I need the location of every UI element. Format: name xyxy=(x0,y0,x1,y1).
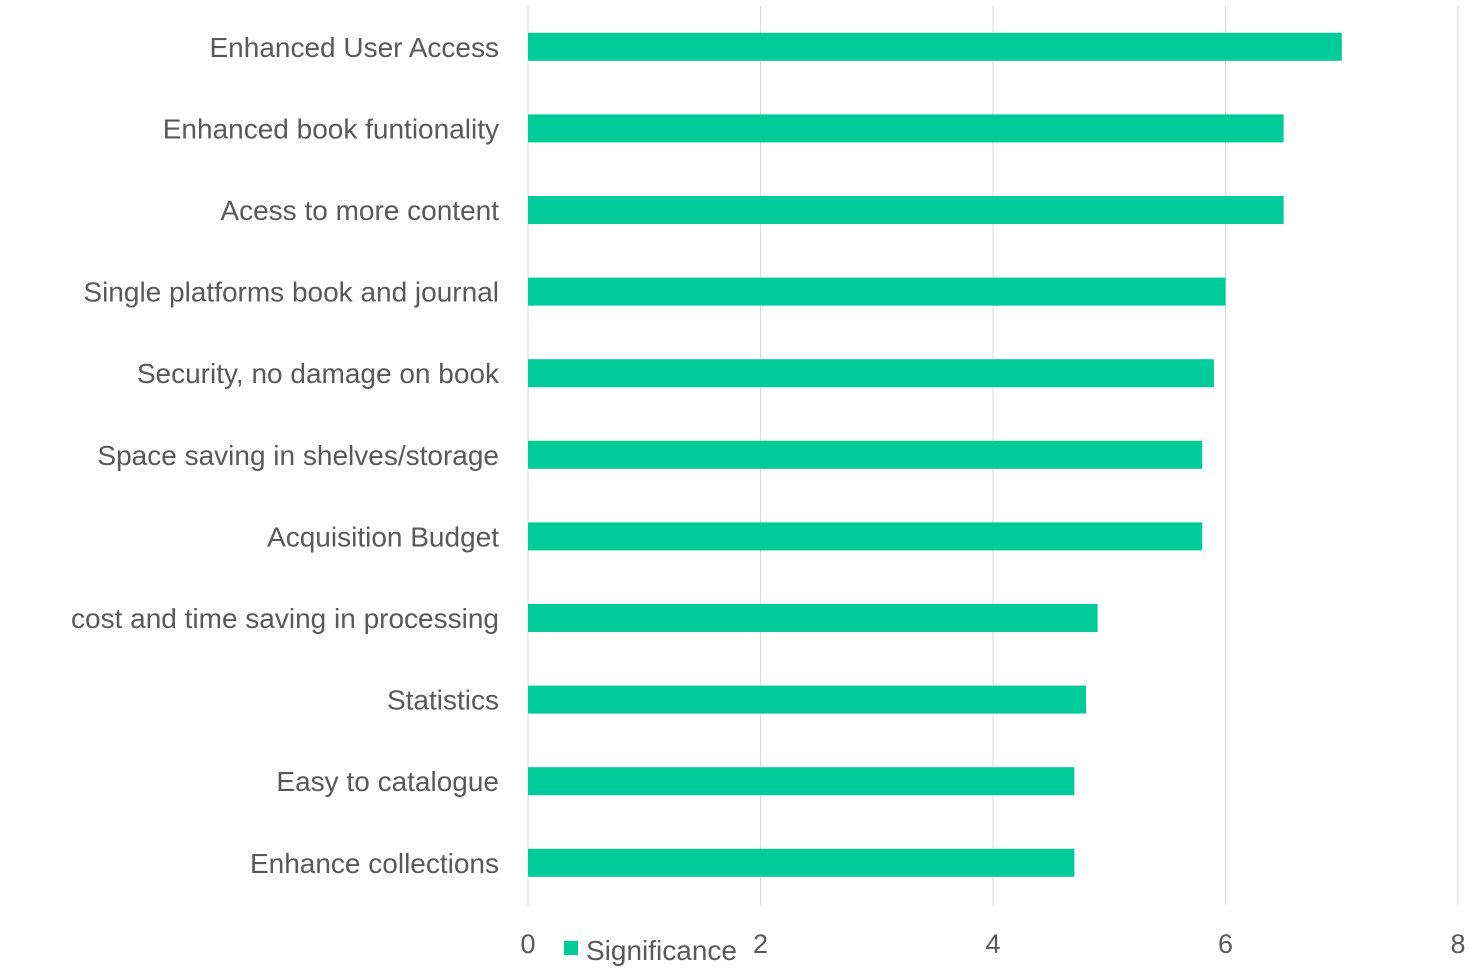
bar xyxy=(528,685,1086,714)
category-label: cost and time saving in processing xyxy=(71,603,499,634)
bar xyxy=(528,767,1075,796)
category-label: Acess to more content xyxy=(220,195,499,226)
x-tick-label: 8 xyxy=(1450,929,1465,959)
bar xyxy=(528,196,1284,224)
x-tick-label: 0 xyxy=(520,929,535,959)
bar xyxy=(528,440,1203,469)
bar xyxy=(528,114,1284,143)
category-label: Enhanced User Access xyxy=(210,32,500,63)
legend-label: Significance xyxy=(586,935,737,966)
bar xyxy=(528,604,1098,632)
category-label: Acquisition Budget xyxy=(267,521,499,552)
x-tick-label: 4 xyxy=(985,929,1000,959)
legend: Significance xyxy=(564,935,737,966)
x-tick-label: 2 xyxy=(753,929,768,959)
bar xyxy=(528,359,1214,388)
bars xyxy=(528,32,1342,877)
bar xyxy=(528,277,1226,306)
category-label: Enhance collections xyxy=(250,848,499,879)
category-label: Single platforms book and journal xyxy=(83,277,499,308)
legend-swatch xyxy=(564,941,578,955)
category-label: Security, no damage on book xyxy=(137,358,500,389)
bar xyxy=(528,32,1342,61)
category-label: Space saving in shelves/storage xyxy=(97,440,499,471)
bar xyxy=(528,522,1203,551)
category-label: Statistics xyxy=(387,685,499,716)
category-label: Enhanced book funtionality xyxy=(163,113,499,144)
bar xyxy=(528,848,1075,877)
category-labels: Enhanced User Access Enhanced book funtio… xyxy=(71,32,500,879)
x-tick-label: 6 xyxy=(1218,929,1233,959)
category-label: Easy to catalogue xyxy=(276,766,499,797)
x-axis-tick-labels: 0 2 4 6 8 xyxy=(520,929,1465,959)
